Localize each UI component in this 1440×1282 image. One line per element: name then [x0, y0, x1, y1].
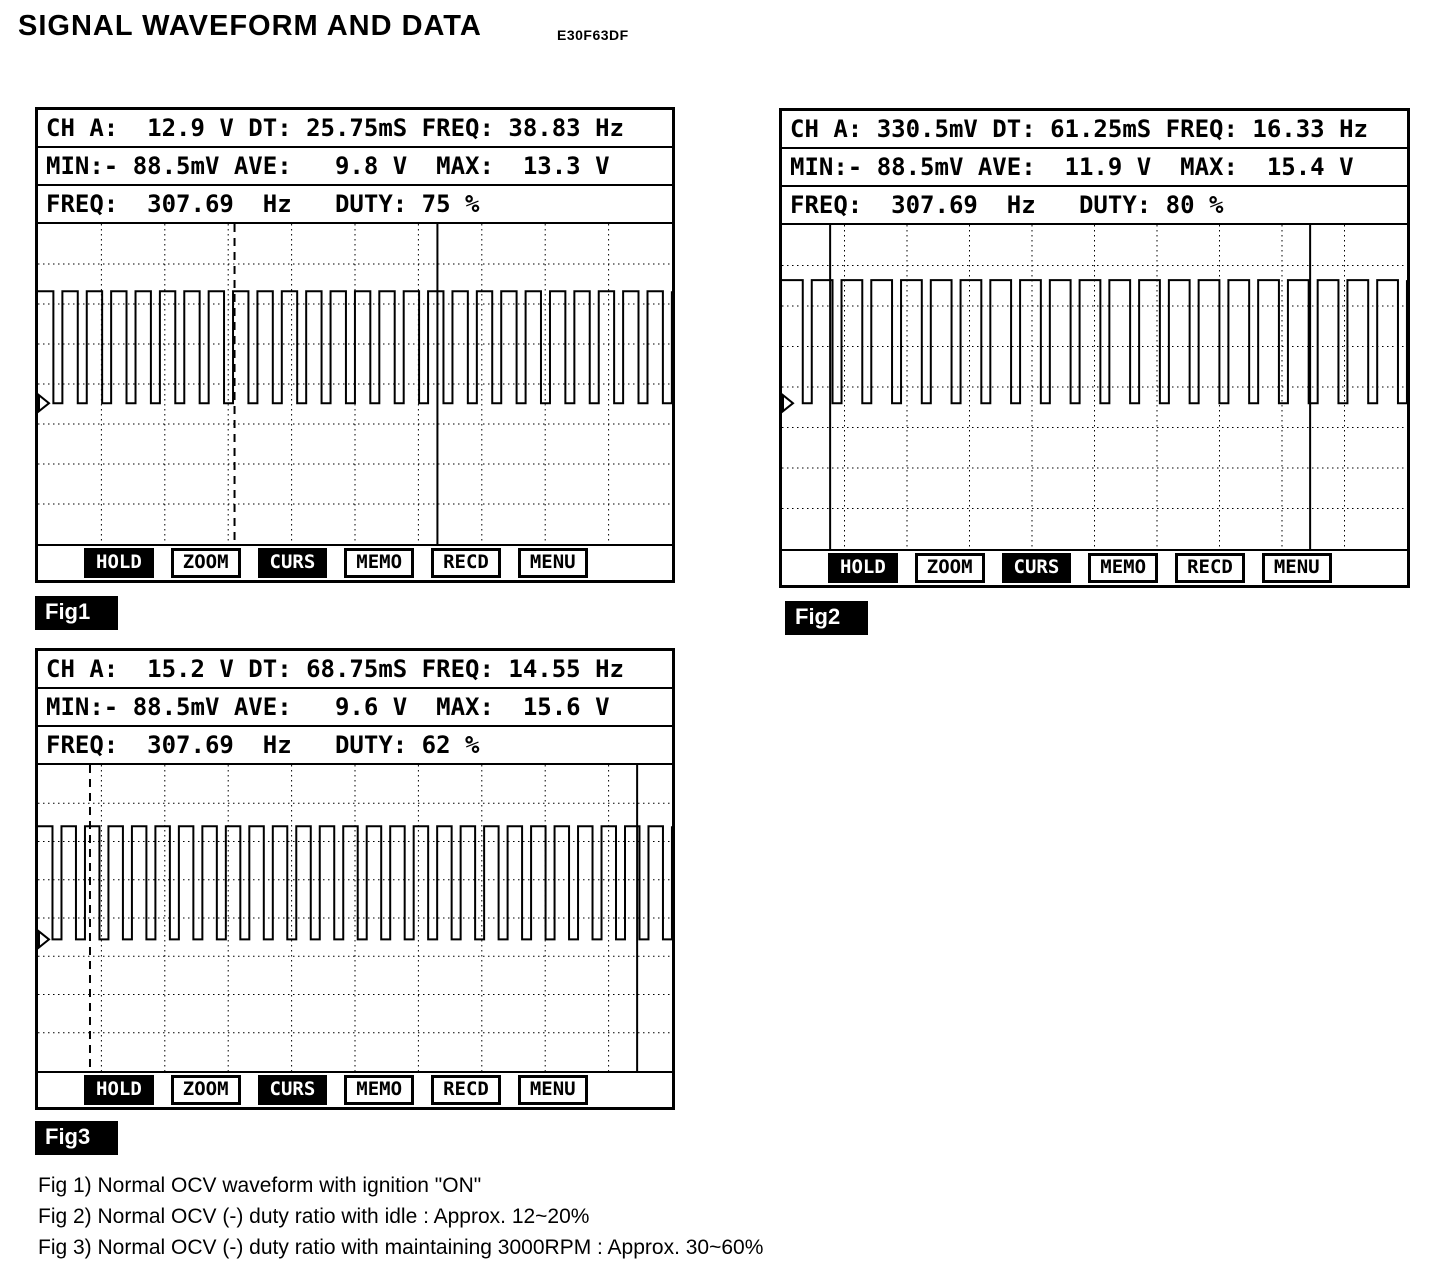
waveform-display	[38, 765, 672, 1073]
menu-button[interactable]: MENU	[1261, 552, 1332, 584]
waveform-svg	[38, 765, 672, 1071]
waveform-trace	[782, 279, 1407, 405]
reading-line-minmax: MIN:- 88.5mV AVE: 9.6 V MAX: 15.6 V	[38, 689, 672, 727]
figure-captions: Fig 1) Normal OCV waveform with ignition…	[38, 1170, 763, 1263]
waveform-svg	[38, 224, 672, 544]
menu-button[interactable]: MENU	[517, 1074, 588, 1106]
zoom-button[interactable]: ZOOM	[170, 1074, 241, 1106]
scope-readings: CH A: 12.9 V DT: 25.75mS FREQ: 38.83 Hz …	[38, 110, 672, 224]
scope-button-bar: HOLD ZOOM CURS MEMO RECD MENU	[38, 546, 672, 580]
zoom-button[interactable]: ZOOM	[170, 547, 241, 579]
reading-line-duty: FREQ: 307.69 Hz DUTY: 80 %	[782, 187, 1407, 225]
memo-button[interactable]: MEMO	[344, 547, 415, 579]
doc-code: E30F63DF	[557, 27, 629, 43]
scope-readings: CH A: 330.5mV DT: 61.25mS FREQ: 16.33 Hz…	[782, 111, 1407, 225]
reading-line-channel: CH A: 12.9 V DT: 25.75mS FREQ: 38.83 Hz	[38, 110, 672, 148]
memo-button[interactable]: MEMO	[344, 1074, 415, 1106]
ground-marker-icon	[38, 393, 51, 414]
caption-fig3: Fig 3) Normal OCV (-) duty ratio with ma…	[38, 1236, 764, 1259]
oscilloscope-fig2: CH A: 330.5mV DT: 61.25mS FREQ: 16.33 Hz…	[779, 108, 1410, 588]
hold-button[interactable]: HOLD	[828, 552, 898, 584]
oscilloscope-fig3: CH A: 15.2 V DT: 68.75mS FREQ: 14.55 Hz …	[35, 648, 675, 1110]
waveform-display	[38, 224, 672, 546]
page-title: SIGNAL WAVEFORM AND DATA	[18, 10, 482, 42]
scope-readings: CH A: 15.2 V DT: 68.75mS FREQ: 14.55 Hz …	[38, 651, 672, 765]
ground-marker-icon	[38, 929, 51, 950]
caption-fig2: Fig 2) Normal OCV (-) duty ratio with id…	[38, 1205, 590, 1228]
reading-line-duty: FREQ: 307.69 Hz DUTY: 62 %	[38, 727, 672, 765]
recd-button[interactable]: RECD	[431, 1074, 501, 1106]
curs-button[interactable]: CURS	[257, 547, 328, 579]
zoom-button[interactable]: ZOOM	[914, 552, 985, 584]
fig1-tag: Fig1	[35, 596, 119, 630]
hold-button[interactable]: HOLD	[84, 1074, 154, 1106]
reading-line-channel: CH A: 15.2 V DT: 68.75mS FREQ: 14.55 Hz	[38, 651, 672, 689]
fig2-tag: Fig2	[785, 601, 869, 635]
recd-button[interactable]: RECD	[431, 547, 501, 579]
waveform-svg	[782, 225, 1407, 549]
scope-button-bar: HOLD ZOOM CURS MEMO RECD MENU	[782, 551, 1407, 585]
ground-marker-icon	[782, 393, 795, 414]
oscilloscope-fig1: CH A: 12.9 V DT: 25.75mS FREQ: 38.83 Hz …	[35, 107, 675, 583]
reading-line-duty: FREQ: 307.69 Hz DUTY: 75 %	[38, 186, 672, 224]
menu-button[interactable]: MENU	[517, 547, 588, 579]
curs-button[interactable]: CURS	[1001, 552, 1072, 584]
memo-button[interactable]: MEMO	[1088, 552, 1159, 584]
curs-button[interactable]: CURS	[257, 1074, 328, 1106]
hold-button[interactable]: HOLD	[84, 547, 154, 579]
waveform-trace	[38, 290, 672, 405]
caption-fig1: Fig 1) Normal OCV waveform with ignition…	[38, 1174, 482, 1197]
reading-line-channel: CH A: 330.5mV DT: 61.25mS FREQ: 16.33 Hz	[782, 111, 1407, 149]
waveform-display	[782, 225, 1407, 551]
reading-line-minmax: MIN:- 88.5mV AVE: 11.9 V MAX: 15.4 V	[782, 149, 1407, 187]
recd-button[interactable]: RECD	[1175, 552, 1245, 584]
scope-button-bar: HOLD ZOOM CURS MEMO RECD MENU	[38, 1073, 672, 1107]
waveform-trace	[38, 825, 672, 941]
reading-line-minmax: MIN:- 88.5mV AVE: 9.8 V MAX: 13.3 V	[38, 148, 672, 186]
fig3-tag: Fig3	[35, 1121, 119, 1155]
